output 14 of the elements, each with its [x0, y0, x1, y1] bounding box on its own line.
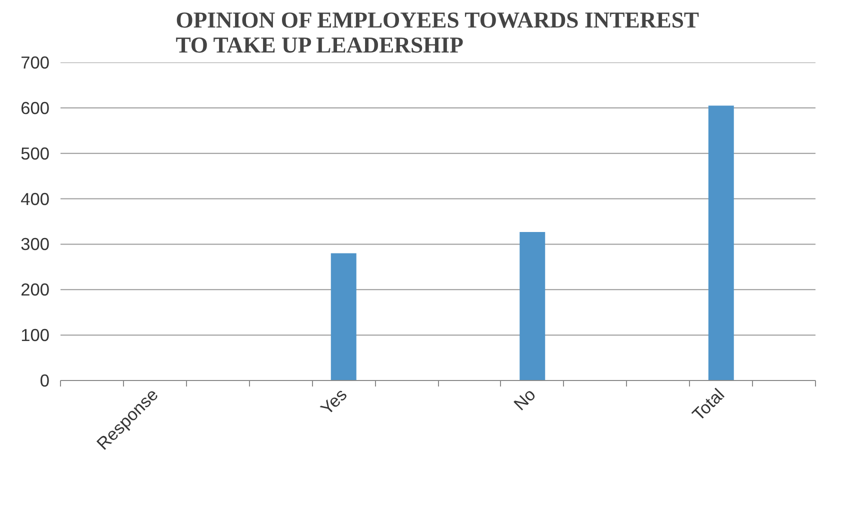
- y-tick-label: 600: [20, 98, 50, 118]
- y-tick-label: 300: [20, 234, 50, 254]
- chart-title: OPINION OF EMPLOYEES TOWARDS INTEREST TO TAKE UP LEADERSHIP: [176, 8, 700, 58]
- bar: [330, 253, 356, 380]
- y-tick-label: 100: [20, 325, 50, 346]
- y-tick-label: 0: [40, 370, 50, 390]
- bar: [520, 232, 546, 380]
- y-tick-label: 700: [20, 52, 50, 72]
- bar: [708, 106, 734, 380]
- y-tick-label: 500: [20, 143, 50, 164]
- y-tick-label: 400: [20, 188, 50, 209]
- x-tick-label: Yes: [316, 384, 351, 419]
- x-tick-label: No: [510, 384, 540, 414]
- y-tick-label: 200: [20, 280, 50, 300]
